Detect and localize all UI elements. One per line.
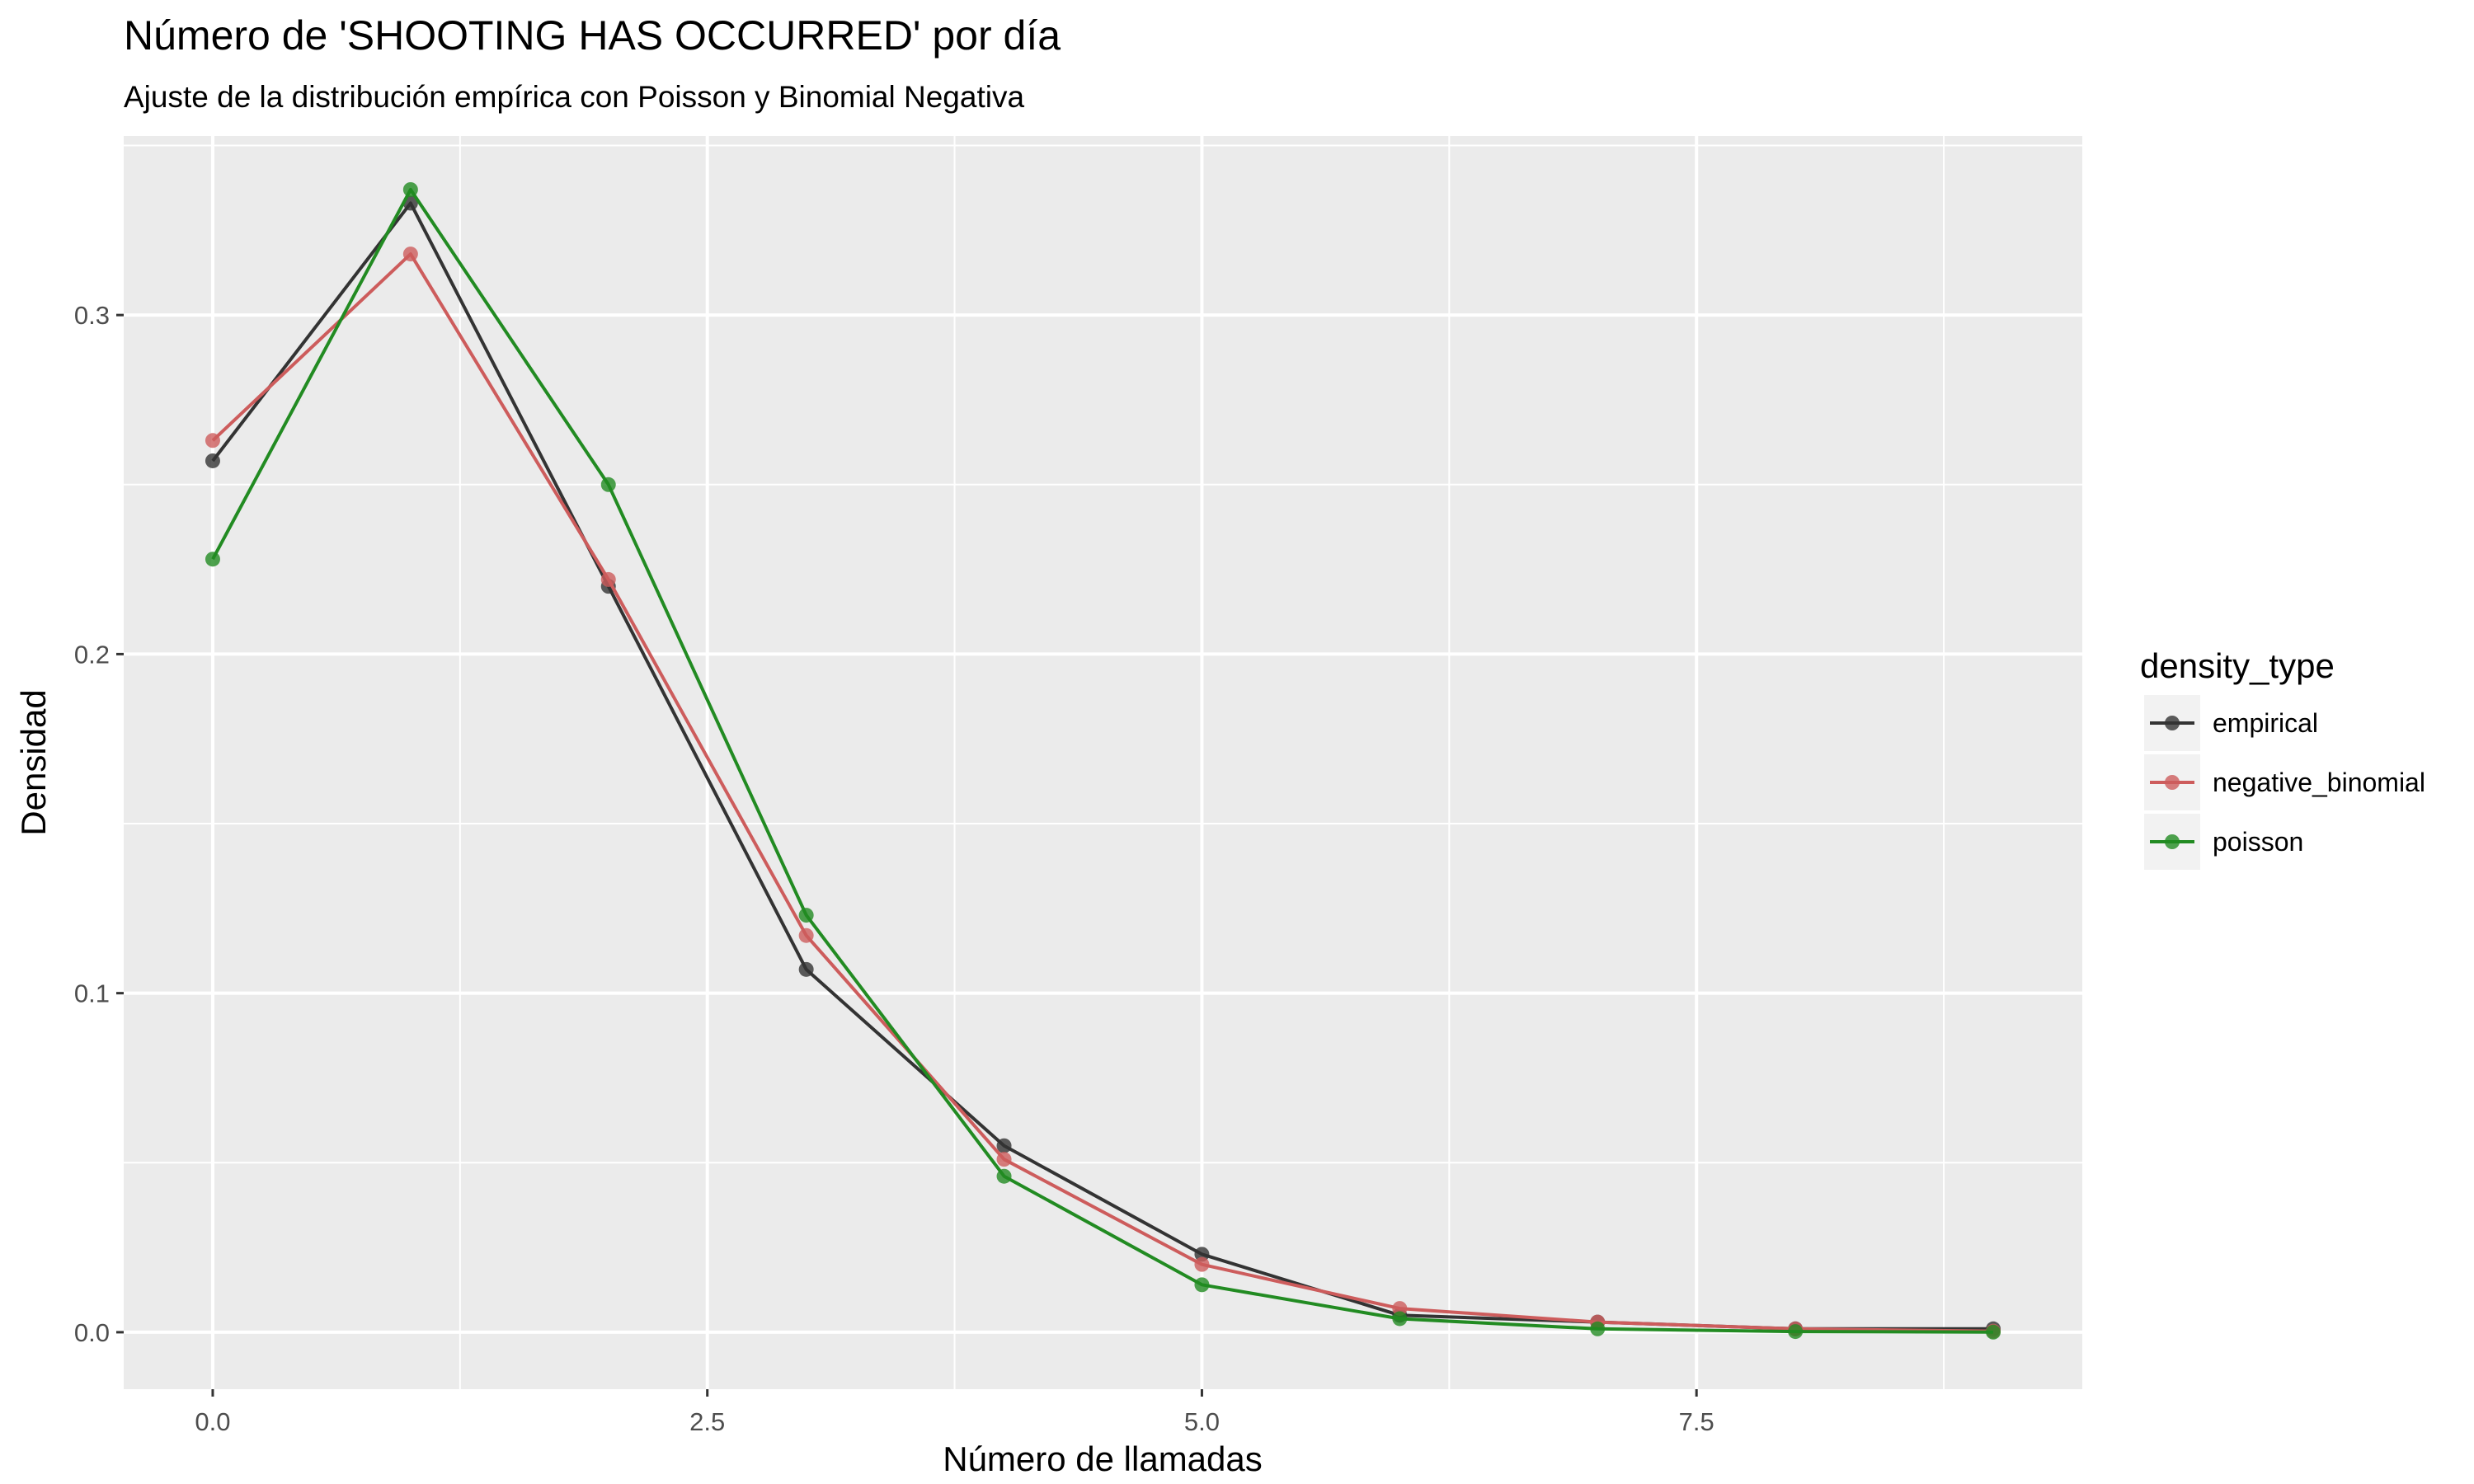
legend-label: empirical <box>2213 708 2318 738</box>
legend-key-point <box>2165 775 2180 790</box>
legend-item-empirical: empirical <box>2144 695 2318 751</box>
legend-item-negative_binomial: negative_binomial <box>2144 754 2425 810</box>
data-point-negative_binomial <box>402 247 418 262</box>
data-point-poisson <box>1194 1277 1210 1293</box>
legend-item-poisson: poisson <box>2144 814 2303 870</box>
plot-panel <box>124 136 2082 1389</box>
series-line-negative_binomial <box>211 252 1994 1333</box>
data-point-poisson <box>1986 1324 2001 1340</box>
y-tick-label: 0.2 <box>74 640 110 669</box>
data-point-empirical <box>1194 1247 1210 1262</box>
data-point-poisson <box>1788 1324 1804 1340</box>
data-point-negative_binomial <box>600 571 616 587</box>
data-point-negative_binomial <box>1194 1256 1210 1272</box>
data-point-empirical <box>996 1138 1012 1153</box>
series-line-poisson <box>211 188 1994 1334</box>
data-point-poisson <box>1590 1321 1606 1336</box>
y-axis-title: Densidad <box>14 689 53 835</box>
x-tick-label: 0.0 <box>195 1407 230 1436</box>
data-point-empirical <box>205 453 220 468</box>
data-point-poisson <box>402 181 418 197</box>
x-tick-label: 5.0 <box>1184 1407 1220 1436</box>
data-point-poisson <box>600 477 616 492</box>
y-tick-label: 0.3 <box>74 301 110 330</box>
series-layer <box>205 181 2001 1340</box>
x-tick-label: 2.5 <box>689 1407 725 1436</box>
data-point-poisson <box>205 552 220 567</box>
y-axis: 0.0 0.1 0.2 0.3 <box>74 301 124 1347</box>
legend-label: negative_binomial <box>2213 768 2425 797</box>
legend-key-point <box>2165 834 2180 849</box>
data-point-poisson <box>996 1168 1012 1184</box>
series-poisson <box>205 181 2001 1340</box>
chart-title: Número de 'SHOOTING HAS OCCURRED' por dí… <box>124 12 1061 59</box>
data-point-empirical <box>798 961 814 977</box>
data-point-negative_binomial <box>1392 1301 1408 1317</box>
y-tick-label: 0.0 <box>74 1318 110 1347</box>
data-point-negative_binomial <box>996 1152 1012 1167</box>
minor-gridlines <box>124 136 2082 1389</box>
legend: density_type empirical negative_binomialp… <box>2140 646 2425 870</box>
data-point-poisson <box>798 908 814 923</box>
y-tick-label: 0.1 <box>74 979 110 1008</box>
data-point-poisson <box>1392 1311 1408 1327</box>
legend-label: poisson <box>2213 827 2303 857</box>
legend-key-point <box>2165 716 2180 730</box>
data-point-negative_binomial <box>205 433 220 448</box>
x-axis: 0.0 2.5 5.0 7.5 <box>195 1389 1714 1436</box>
legend-title: density_type <box>2140 646 2335 685</box>
major-gridlines <box>124 136 2082 1389</box>
data-point-negative_binomial <box>798 928 814 943</box>
x-tick-label: 7.5 <box>1679 1407 1714 1436</box>
chart-subtitle: Ajuste de la distribución empírica con P… <box>124 80 1024 114</box>
x-axis-title: Número de llamadas <box>943 1439 1263 1478</box>
